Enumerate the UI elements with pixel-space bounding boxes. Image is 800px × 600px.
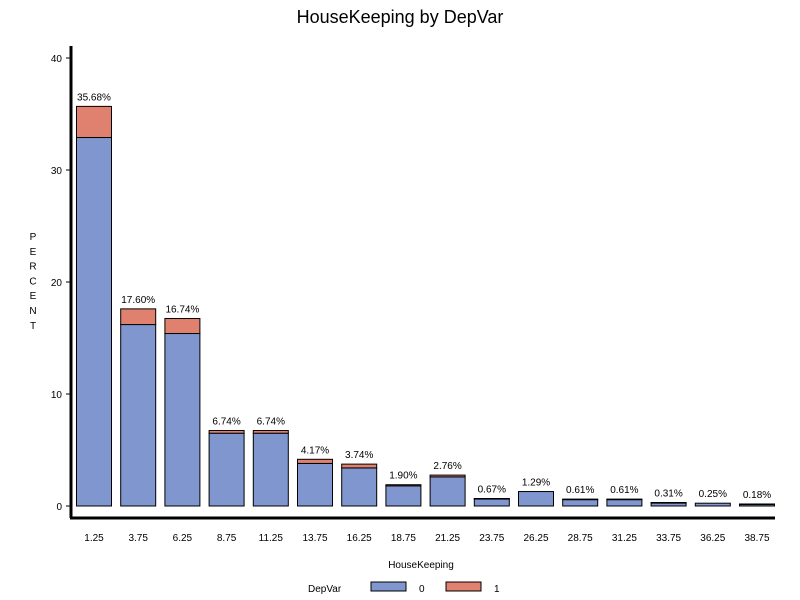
x-tick-label: 18.75 <box>391 533 416 544</box>
bar-segment-1-21.25 <box>429 474 466 478</box>
bar-segment-0-11.25 <box>252 432 289 507</box>
bar-total-label: 0.18% <box>743 490 771 501</box>
y-tick-label: 40 <box>51 54 63 65</box>
bar-total-label: 17.60% <box>121 295 155 306</box>
bar-segment-1-33.75 <box>650 502 687 504</box>
bar-segment-0-6.25 <box>164 333 201 507</box>
bar-total-label: 0.31% <box>654 489 682 500</box>
x-tick-label: 13.75 <box>302 533 327 544</box>
bars-group: 35.68% 17.60% 16.74% 6.74% 6.74% 4.17% 3.74% 1.… <box>76 92 775 507</box>
y-axis-ticks: 0 10 20 30 40 <box>51 54 71 513</box>
bar-segment-1-6.25 <box>164 318 201 335</box>
x-tick-label: 26.25 <box>523 533 548 544</box>
chart-title: HouseKeeping by DepVar <box>297 7 504 27</box>
legend: DepVar 0 1 <box>308 581 500 595</box>
x-tick-label: 16.25 <box>347 533 372 544</box>
bar-segment-1-23.75 <box>473 497 510 500</box>
bar-total-label: 16.74% <box>165 305 199 316</box>
bar-total-label: 3.74% <box>345 450 373 461</box>
bar-segment-0-3.75 <box>120 324 157 507</box>
bar-total-label: 1.29% <box>522 478 550 489</box>
x-tick-label: 31.25 <box>612 533 637 544</box>
bar-segment-1-1.25 <box>76 105 112 139</box>
x-tick-label: 36.25 <box>700 533 725 544</box>
x-tick-label: 11.25 <box>259 533 284 544</box>
x-tick-label: 33.75 <box>656 533 681 544</box>
bar-segment-1-11.25 <box>252 430 289 434</box>
y-tick-label: 30 <box>51 166 63 177</box>
legend-label-1: 1 <box>494 584 500 595</box>
bar-total-label: 1.90% <box>389 471 417 482</box>
legend-swatch-1 <box>445 581 482 592</box>
legend-title: DepVar <box>308 584 342 595</box>
x-tick-label: 1.25 <box>84 533 104 544</box>
bar-segment-0-36.25 <box>694 502 731 507</box>
legend-swatch-0 <box>370 581 407 592</box>
x-tick-label: 8.75 <box>217 533 237 544</box>
bar-segment-0-28.75 <box>562 498 599 507</box>
bar-segment-0-26.25 <box>518 491 554 507</box>
bar-segment-0-31.25 <box>606 498 643 507</box>
bar-total-label: 0.25% <box>699 489 727 500</box>
bar-total-label: 2.76% <box>433 461 461 472</box>
bar-segment-0-16.25 <box>341 467 378 507</box>
bar-segment-1-38.75 <box>739 503 775 506</box>
y-tick-label: 0 <box>56 502 62 513</box>
x-tick-label: 6.25 <box>173 533 193 544</box>
x-tick-label: 21.25 <box>435 533 460 544</box>
bar-total-label: 0.67% <box>478 484 506 495</box>
x-tick-label: 38.75 <box>744 533 769 544</box>
bar-segment-1-13.75 <box>297 458 333 464</box>
bar-segment-1-31.25 <box>606 498 643 501</box>
bar-segment-1-28.75 <box>562 498 599 501</box>
x-tick-label: 23.75 <box>479 533 504 544</box>
bar-segment-0-18.75 <box>385 485 422 507</box>
bar-total-label: 0.61% <box>566 485 594 496</box>
bar-segment-0-1.25 <box>76 137 112 507</box>
bar-total-label: 0.61% <box>610 485 638 496</box>
bar-total-label: 6.74% <box>212 417 240 428</box>
bar-segment-0-13.75 <box>297 462 333 507</box>
y-tick-label: 10 <box>51 390 63 401</box>
bar-segment-1-16.25 <box>341 463 378 469</box>
bar-total-label: 35.68% <box>77 92 111 103</box>
bar-segment-0-8.75 <box>208 432 245 507</box>
x-tick-label: 3.75 <box>128 533 148 544</box>
x-axis-ticks: 1.25 3.75 6.25 8.75 11.25 13.75 16.25 18.75 21.2… <box>84 533 770 544</box>
bar-total-label: 4.17% <box>301 445 329 456</box>
bar-segment-0-21.25 <box>429 476 466 507</box>
x-tick-label: 28.75 <box>568 533 593 544</box>
bar-segment-0-23.75 <box>473 498 510 507</box>
legend-label-0: 0 <box>419 584 425 595</box>
bar-segment-1-8.75 <box>208 430 245 434</box>
bar-segment-1-3.75 <box>120 308 157 326</box>
bar-total-label: 6.74% <box>257 417 285 428</box>
bar-segment-1-18.75 <box>385 484 422 487</box>
y-tick-label: 20 <box>51 278 63 289</box>
x-axis-label: HouseKeeping <box>388 560 454 571</box>
